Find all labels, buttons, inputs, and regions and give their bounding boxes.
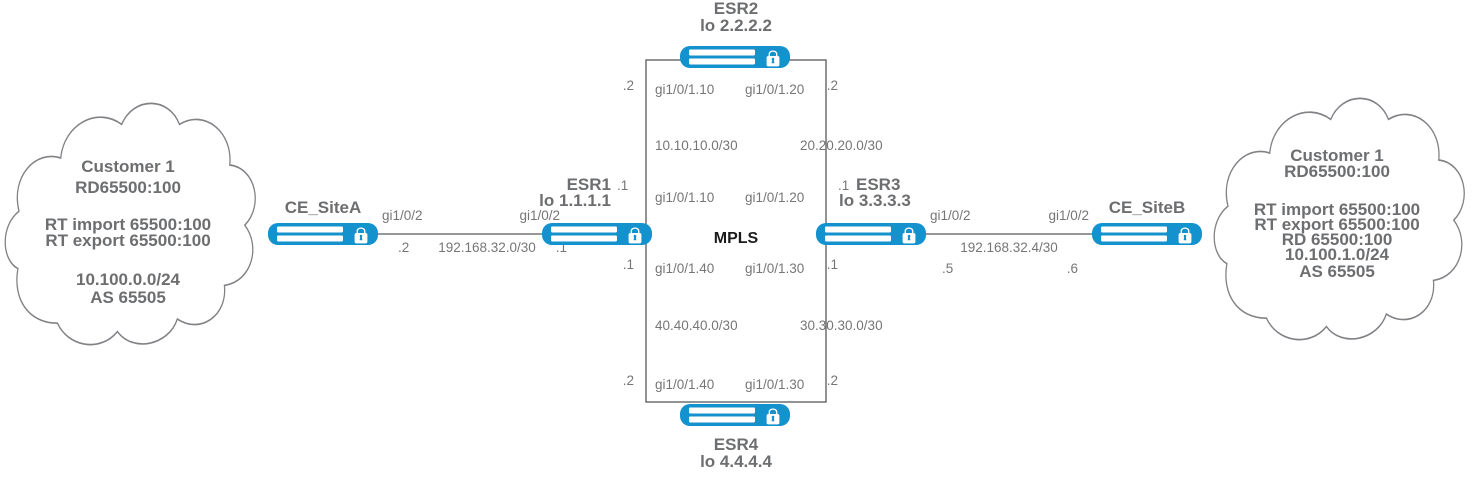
svg-text:CE_SiteB: CE_SiteB [1109,198,1186,217]
svg-text:gi1/0/1.20: gi1/0/1.20 [745,190,804,205]
svg-text:lo 3.3.3.3: lo 3.3.3.3 [839,191,911,210]
svg-text:.2: .2 [623,373,634,388]
svg-text:.2: .2 [398,240,409,255]
svg-text:.1: .1 [623,257,634,272]
svg-text:RD65500:100: RD65500:100 [75,178,181,197]
svg-text:192.168.32.0/30: 192.168.32.0/30 [438,240,536,255]
svg-text:40.40.40.0/30: 40.40.40.0/30 [655,318,738,333]
svg-text:AS 65505: AS 65505 [90,288,166,307]
svg-text:.6: .6 [1067,261,1078,276]
svg-text:RT export 65500:100: RT export 65500:100 [45,231,210,250]
svg-text:.1: .1 [617,178,628,193]
svg-text:gi1/0/1.30: gi1/0/1.30 [745,377,804,392]
svg-text:20.20.20.0/30: 20.20.20.0/30 [800,138,883,153]
svg-text:.2: .2 [623,78,634,93]
svg-text:MPLS: MPLS [714,230,759,247]
svg-text:gi1/0/1.30: gi1/0/1.30 [745,261,804,276]
svg-text:gi1/0/1.40: gi1/0/1.40 [655,377,714,392]
svg-text:Customer 1: Customer 1 [81,157,175,176]
svg-text:10.10.10.0/30: 10.10.10.0/30 [655,138,738,153]
svg-text:lo 2.2.2.2: lo 2.2.2.2 [700,16,772,35]
svg-text:AS 65505: AS 65505 [1299,262,1375,281]
svg-text:gi1/0/1.10: gi1/0/1.10 [655,190,714,205]
svg-text:gi1/0/2: gi1/0/2 [930,208,971,223]
svg-text:lo 4.4.4.4: lo 4.4.4.4 [700,452,772,471]
svg-text:.5: .5 [942,261,953,276]
svg-text:RD65500:100: RD65500:100 [1284,162,1390,181]
svg-text:30.30.30.0/30: 30.30.30.0/30 [800,318,883,333]
svg-text:.2: .2 [827,78,838,93]
svg-text:gi1/0/2: gi1/0/2 [1048,208,1089,223]
svg-text:gi1/0/2: gi1/0/2 [382,208,423,223]
svg-text:192.168.32.4/30: 192.168.32.4/30 [960,240,1058,255]
svg-text:gi1/0/1.10: gi1/0/1.10 [655,82,714,97]
svg-text:gi1/0/1.20: gi1/0/1.20 [745,82,804,97]
svg-text:.1: .1 [838,178,849,193]
svg-text:gi1/0/2: gi1/0/2 [519,208,560,223]
svg-text:CE_SiteA: CE_SiteA [285,198,362,217]
svg-text:gi1/0/1.40: gi1/0/1.40 [655,261,714,276]
svg-text:10.100.0.0/24: 10.100.0.0/24 [76,270,181,289]
svg-text:.1: .1 [827,257,838,272]
svg-text:.2: .2 [827,373,838,388]
